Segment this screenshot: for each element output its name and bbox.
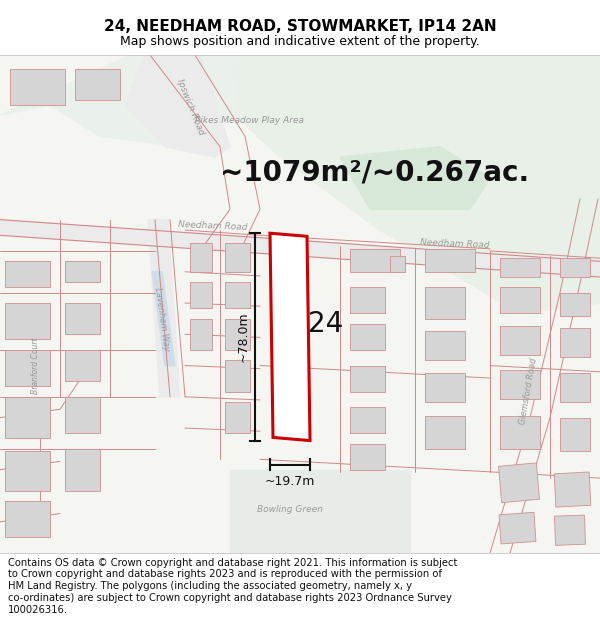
Bar	[5, 350, 50, 386]
Bar	[190, 282, 212, 308]
Bar	[500, 258, 540, 277]
Polygon shape	[340, 147, 490, 209]
Bar	[225, 361, 250, 392]
Bar	[225, 242, 250, 272]
Text: Map shows position and indicative extent of the property.: Map shows position and indicative extent…	[120, 36, 480, 48]
Bar	[425, 331, 465, 361]
Polygon shape	[148, 219, 180, 397]
Text: Bowling Green: Bowling Green	[257, 505, 323, 514]
Bar	[350, 249, 400, 272]
Bar	[350, 366, 385, 392]
Bar	[390, 256, 405, 272]
Bar	[65, 449, 100, 491]
Bar	[350, 444, 385, 470]
Bar	[560, 258, 590, 277]
Polygon shape	[499, 463, 539, 503]
Bar	[350, 288, 385, 314]
Text: ~78.0m: ~78.0m	[236, 312, 250, 362]
Text: 100026316.: 100026316.	[8, 605, 68, 615]
Text: ~19.7m: ~19.7m	[265, 475, 315, 488]
Bar	[500, 288, 540, 314]
Text: Glemsford Road: Glemsford Road	[518, 357, 538, 426]
Bar	[65, 397, 100, 433]
Bar	[500, 326, 540, 355]
Bar	[190, 319, 212, 350]
Text: Pikes Meadow Play Area: Pikes Meadow Play Area	[195, 116, 304, 125]
Bar	[5, 501, 50, 538]
Bar	[425, 416, 465, 449]
Bar	[350, 408, 385, 433]
Polygon shape	[152, 272, 175, 366]
Bar	[560, 328, 590, 357]
Text: Contains OS data © Crown copyright and database right 2021. This information is : Contains OS data © Crown copyright and d…	[8, 558, 457, 568]
Polygon shape	[270, 233, 310, 441]
Bar	[425, 373, 465, 402]
Bar	[5, 451, 50, 491]
Bar	[5, 261, 50, 288]
Bar	[560, 292, 590, 316]
Polygon shape	[125, 55, 230, 157]
Bar	[65, 303, 100, 334]
Bar	[225, 282, 250, 308]
Bar	[425, 288, 465, 319]
Text: co-ordinates) are subject to Crown copyright and database rights 2023 Ordnance S: co-ordinates) are subject to Crown copyr…	[8, 593, 452, 603]
Bar	[65, 261, 100, 282]
Bar	[65, 350, 100, 381]
Text: Needham Road: Needham Road	[420, 238, 490, 249]
Text: Needham Road: Needham Road	[178, 220, 248, 232]
Polygon shape	[499, 512, 536, 544]
Bar	[225, 402, 250, 433]
Bar	[425, 249, 475, 272]
Bar	[560, 418, 590, 451]
Text: 24: 24	[308, 310, 343, 338]
Bar	[10, 69, 65, 105]
Text: Ipswich Road: Ipswich Road	[175, 78, 205, 136]
Polygon shape	[230, 470, 410, 553]
Polygon shape	[235, 55, 600, 314]
Bar	[500, 416, 540, 449]
Polygon shape	[554, 515, 586, 546]
Bar	[5, 303, 50, 339]
Text: HM Land Registry. The polygons (including the associated geometry, namely x, y: HM Land Registry. The polygons (includin…	[8, 581, 412, 591]
Polygon shape	[554, 472, 591, 507]
Bar	[225, 319, 250, 350]
Bar	[75, 69, 120, 100]
Text: Branford Court: Branford Court	[31, 338, 40, 394]
Polygon shape	[0, 55, 240, 147]
Bar	[190, 242, 212, 272]
Bar	[350, 324, 385, 350]
Text: ~1079m²/~0.267ac.: ~1079m²/~0.267ac.	[220, 159, 529, 187]
Bar	[5, 397, 50, 439]
Text: Lavenham Way: Lavenham Way	[153, 286, 171, 351]
Bar	[500, 370, 540, 399]
Text: 24, NEEDHAM ROAD, STOWMARKET, IP14 2AN: 24, NEEDHAM ROAD, STOWMARKET, IP14 2AN	[104, 19, 496, 34]
Polygon shape	[0, 219, 600, 277]
Text: to Crown copyright and database rights 2023 and is reproduced with the permissio: to Crown copyright and database rights 2…	[8, 569, 442, 579]
Bar	[560, 373, 590, 402]
